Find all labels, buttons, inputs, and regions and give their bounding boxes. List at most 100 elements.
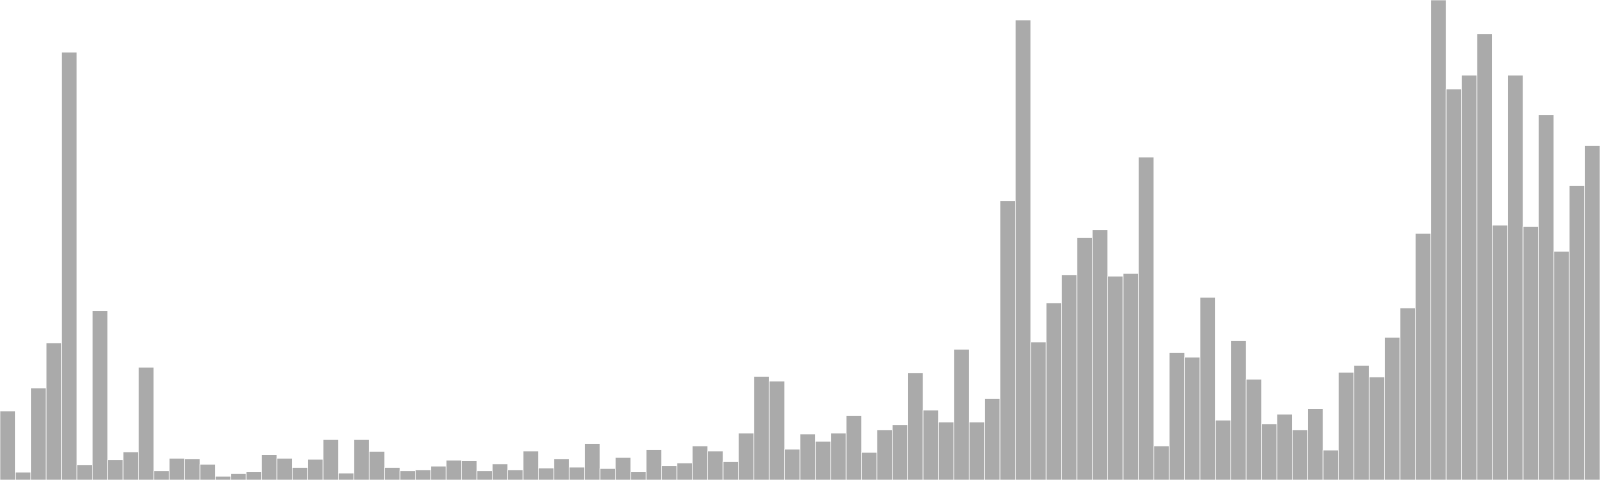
bar-82 [1261,423,1278,480]
bar-66 [1015,19,1032,480]
bar-38 [584,443,601,480]
bar-84 [1292,429,1308,480]
bar-37 [568,466,585,480]
bar-98 [1507,74,1524,480]
bar-96 [1476,33,1493,480]
bar-94 [1445,88,1462,480]
bar-19 [292,467,308,480]
bar-89 [1368,376,1385,480]
bar-102 [1568,185,1585,480]
bar-85 [1307,408,1324,480]
bar-33 [507,469,524,480]
bar-90 [1384,337,1401,480]
bar-5 [76,464,93,480]
bar-7 [107,459,124,480]
bar-41 [630,471,647,480]
bar-63 [968,421,985,480]
bar-93 [1430,0,1447,480]
bar-18 [276,458,293,480]
bar-2 [30,387,47,480]
bar-26 [399,470,416,480]
bar-44 [676,462,693,480]
bar-88 [1353,365,1370,480]
bar-50 [768,380,785,480]
bar-78 [1199,297,1216,480]
bar-15 [230,473,247,480]
bar-29 [445,459,462,480]
bar-34 [522,450,539,480]
bar-51 [784,448,801,480]
bar-72 [1107,275,1124,480]
bar-81 [1245,378,1262,480]
bar-22 [338,472,355,480]
bar-30 [461,460,478,480]
bar-70 [1076,237,1093,480]
bar-6 [92,310,108,480]
bar-24 [368,451,385,480]
bar-86 [1322,449,1339,480]
bar-73 [1122,273,1139,480]
bar-11 [168,458,185,480]
bar-60 [922,409,939,480]
bar-69 [1061,274,1078,480]
bar-47 [722,461,739,480]
bar-100 [1538,114,1555,480]
bar-3 [45,342,62,480]
bar-46 [707,450,724,480]
bar-31 [476,470,493,480]
bar-67 [1030,341,1047,480]
bar-95 [1461,74,1478,480]
bar-40 [615,457,632,480]
bar-17 [261,454,278,480]
bar-99 [1522,226,1539,480]
bar-53 [815,441,832,480]
bar-68 [1045,302,1062,480]
bar-55 [845,415,862,480]
bar-12 [184,458,201,480]
bar-23 [353,439,370,480]
bar-75 [1153,445,1170,480]
bar-64 [984,398,1001,480]
bar-61 [938,421,955,480]
bar-42 [645,449,662,480]
bar-39 [599,468,616,480]
bar-16 [245,471,262,480]
bar-62 [953,349,970,480]
bar-49 [753,376,770,480]
bar-1 [15,471,32,480]
bar-57 [876,429,893,480]
bar-28 [430,465,447,480]
bar-77 [1184,356,1201,480]
bar-87 [1338,372,1355,480]
bar-4 [61,51,78,480]
bar-52 [799,433,816,480]
bar-92 [1415,233,1432,480]
bar-101 [1553,251,1570,480]
bar-9 [138,366,155,480]
bar-79 [1215,419,1232,480]
bar-32 [492,463,508,480]
bar-54 [830,432,847,480]
bar-14 [215,476,232,480]
bar-97 [1492,224,1508,480]
bar-20 [307,458,324,480]
bar-103 [1584,145,1600,480]
bar-74 [1138,156,1155,480]
bar-43 [661,465,678,480]
bar-10 [153,470,170,480]
bar-48 [738,432,755,480]
bar-65 [999,200,1016,480]
bar-80 [1230,340,1247,480]
bar-21 [322,439,339,480]
bar-83 [1276,413,1293,480]
bar-58 [892,424,908,480]
bar-35 [538,467,555,480]
bar-8 [122,451,139,480]
bar-59 [907,372,924,480]
bar-0 [0,410,16,480]
bar-76 [1168,352,1185,480]
bar-45 [692,445,708,480]
